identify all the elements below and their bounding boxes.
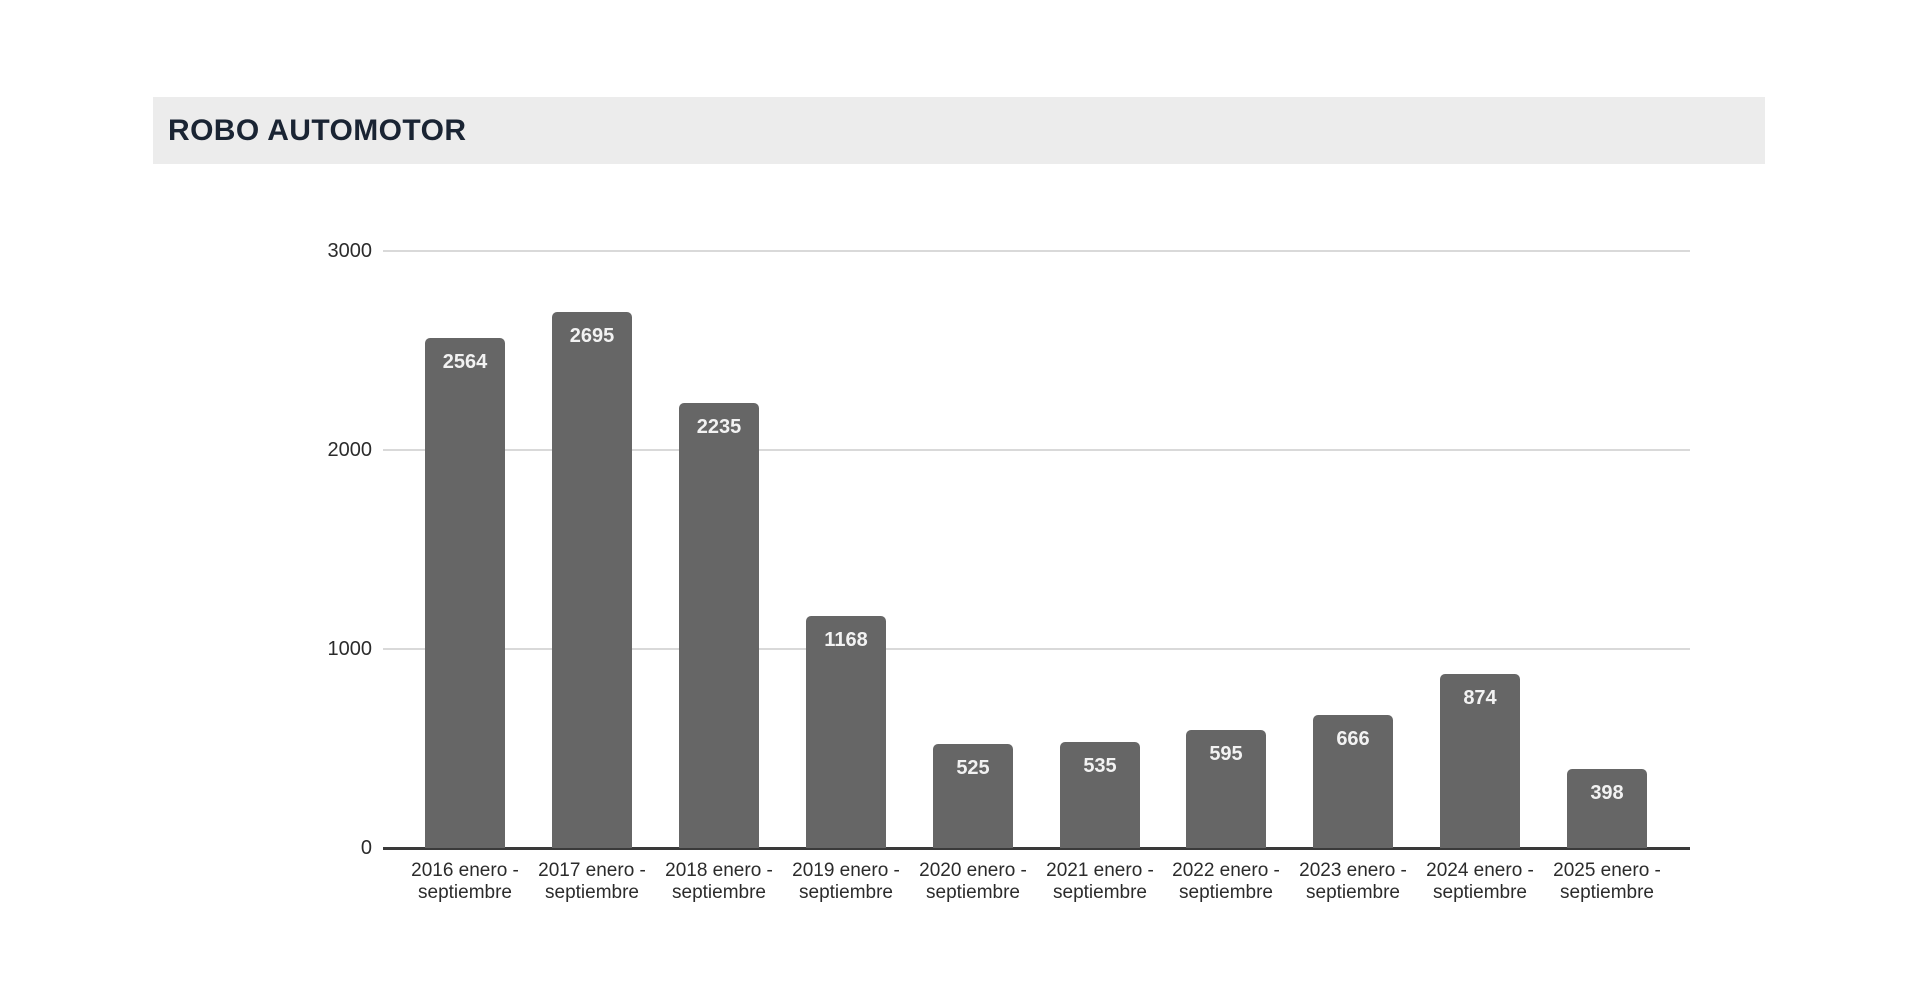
bar-value-label: 535 [1083,755,1117,777]
bar-2018: 2235 [679,403,759,848]
x-axis-label: 2025 enero - septiembre [1553,860,1661,903]
chart-title-bar: ROBO AUTOMOTOR [153,97,1765,164]
bar-value-label: 1168 [824,629,868,651]
bar-value-label: 666 [1336,728,1370,750]
bar-value-label: 595 [1209,743,1243,765]
bar-2017: 2695 [552,312,632,848]
bar-2022: 595 [1186,730,1266,848]
x-axis-label: 2024 enero - septiembre [1426,860,1534,903]
gridline-3000 [383,250,1690,252]
bar-value-label: 874 [1463,687,1497,709]
bar-2024: 874 [1440,674,1520,848]
bar-value-label: 2564 [442,351,488,373]
bar-2019: 1168 [806,616,886,848]
bar-value-label: 2695 [569,325,615,347]
x-axis-label: 2019 enero - septiembre [792,860,900,903]
bar-2021: 535 [1060,742,1140,848]
gridline-1000 [383,648,1690,650]
x-axis-label: 2021 enero - septiembre [1046,860,1154,903]
bar-2020: 525 [933,744,1013,848]
y-axis-tick-label-2000: 2000 [327,439,373,461]
bar-value-label: 398 [1590,782,1624,804]
x-axis-label: 2018 enero - septiembre [665,860,773,903]
x-axis-label: 2016 enero - septiembre [411,860,519,903]
bar-2016: 2564 [425,338,505,848]
x-axis-label: 2017 enero - septiembre [538,860,646,903]
bar-value-label: 2235 [696,416,742,438]
y-axis-tick-label-3000: 3000 [327,240,373,262]
chart-title: ROBO AUTOMOTOR [168,113,467,147]
x-axis-label: 2022 enero - septiembre [1172,860,1280,903]
gridline-2000 [383,449,1690,451]
x-axis-line [383,847,1690,850]
y-axis-tick-label-0: 0 [360,837,372,859]
bar-2023: 666 [1313,715,1393,848]
bar-value-label: 525 [956,757,990,779]
y-axis-tick-label-1000: 1000 [327,638,373,660]
bar-2025: 398 [1567,769,1647,848]
x-axis-label: 2020 enero - septiembre [919,860,1027,903]
x-axis-label: 2023 enero - septiembre [1299,860,1407,903]
